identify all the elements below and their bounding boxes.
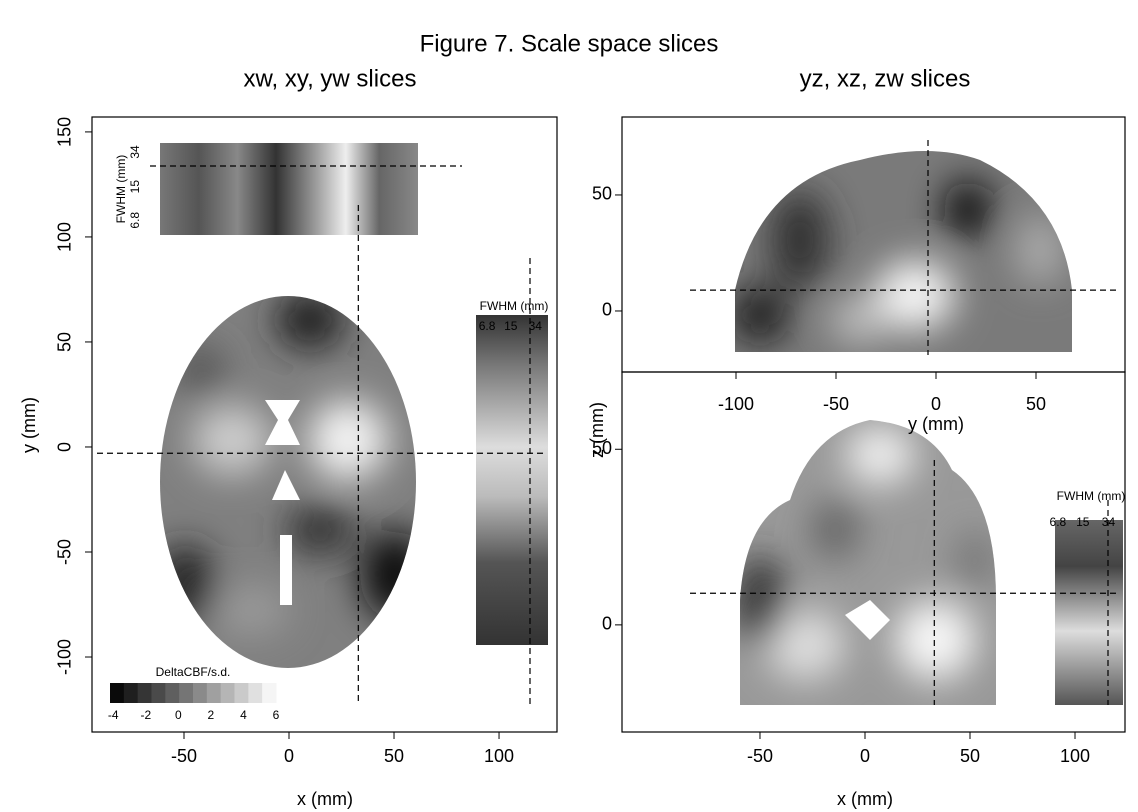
inset-tick-label: 34	[529, 319, 543, 333]
colorbar-cell	[234, 683, 249, 703]
axial-slice	[160, 296, 416, 668]
colorbar-tick-label: 6	[273, 708, 280, 722]
colorbar-cell	[165, 683, 180, 703]
inset-tick-label: 6.8	[479, 319, 496, 333]
x-tick-label: 50	[1026, 394, 1046, 414]
colorbar-cell	[248, 683, 263, 703]
inset-axis-label: FWHM (mm)	[114, 155, 128, 224]
x-tick-label: 0	[284, 746, 294, 766]
y-tick-label: 50	[592, 438, 612, 458]
colorbar-cell	[179, 683, 194, 703]
inset-tick-label: 6.8	[1050, 515, 1067, 529]
inset-axis-label: FWHM (mm)	[1057, 489, 1126, 503]
colorbar-cell	[123, 683, 139, 703]
x-tick-label: -50	[823, 394, 849, 414]
x-tick-label: 100	[484, 746, 514, 766]
y-tick-label: 0	[602, 300, 612, 320]
y-tick-label: 0	[602, 614, 612, 634]
x-axis-label: y (mm)	[908, 414, 964, 434]
inset-axis-label: FWHM (mm)	[480, 299, 549, 313]
colorbar-tick-label: 0	[175, 708, 182, 722]
plot-frame	[91, 116, 558, 733]
inset-image	[160, 143, 418, 235]
y-tick-label: 50	[55, 332, 75, 352]
colorbar-tick-label: -4	[108, 708, 119, 722]
x-axis-label: x (mm)	[297, 789, 353, 809]
figure-title: Figure 7. Scale space slices	[420, 30, 719, 57]
colorbar-tick-label: 2	[208, 708, 215, 722]
inset-tick-label: 6.8	[128, 212, 142, 229]
y-tick-label: 50	[592, 184, 612, 204]
colorbar-cell	[262, 683, 277, 703]
y-axis-label: y (mm)	[19, 397, 39, 453]
colorbar-tick-label: -2	[140, 708, 151, 722]
colorbar-label: DeltaCBF/s.d.	[156, 665, 231, 679]
x-axis-label: x (mm)	[837, 789, 893, 809]
inset-tick-label: 15	[1076, 515, 1090, 529]
colorbar-cell	[220, 683, 235, 703]
y-tick-label: -50	[55, 539, 75, 565]
colorbar-cell	[137, 683, 152, 703]
x-tick-label: 50	[960, 746, 980, 766]
colorbar-cell	[151, 683, 166, 703]
inset-tick-label: 15	[128, 180, 142, 194]
colorbar-tick-label: 4	[240, 708, 247, 722]
y-tick-label: 0	[55, 442, 75, 452]
inset-tick-label: 34	[128, 145, 142, 159]
x-tick-label: -100	[718, 394, 754, 414]
colorbar-cell	[193, 683, 208, 703]
colorbar-cell	[206, 683, 222, 703]
coronal-slice	[740, 420, 996, 705]
inset-tick-label: 15	[504, 319, 518, 333]
x-tick-label: -50	[747, 746, 773, 766]
y-tick-label: 150	[55, 117, 75, 147]
inset-image	[476, 315, 548, 645]
inset-image	[1055, 520, 1123, 705]
panel-title: yz, xz, zw slices	[800, 65, 971, 92]
x-tick-label: 0	[860, 746, 870, 766]
y-tick-label: 100	[55, 222, 75, 252]
x-tick-label: 100	[1060, 746, 1090, 766]
x-tick-label: -50	[171, 746, 197, 766]
x-tick-label: 50	[384, 746, 404, 766]
x-tick-label: 0	[931, 394, 941, 414]
y-tick-label: -100	[55, 639, 75, 675]
panel-title: xw, xy, yw slices	[244, 65, 417, 92]
plot-frame	[621, 371, 1126, 733]
sagittal-slice	[735, 151, 1072, 352]
y-axis-label: z (mm)	[587, 402, 607, 458]
inset-tick-label: 34	[1102, 515, 1116, 529]
colorbar-cell	[110, 683, 125, 703]
